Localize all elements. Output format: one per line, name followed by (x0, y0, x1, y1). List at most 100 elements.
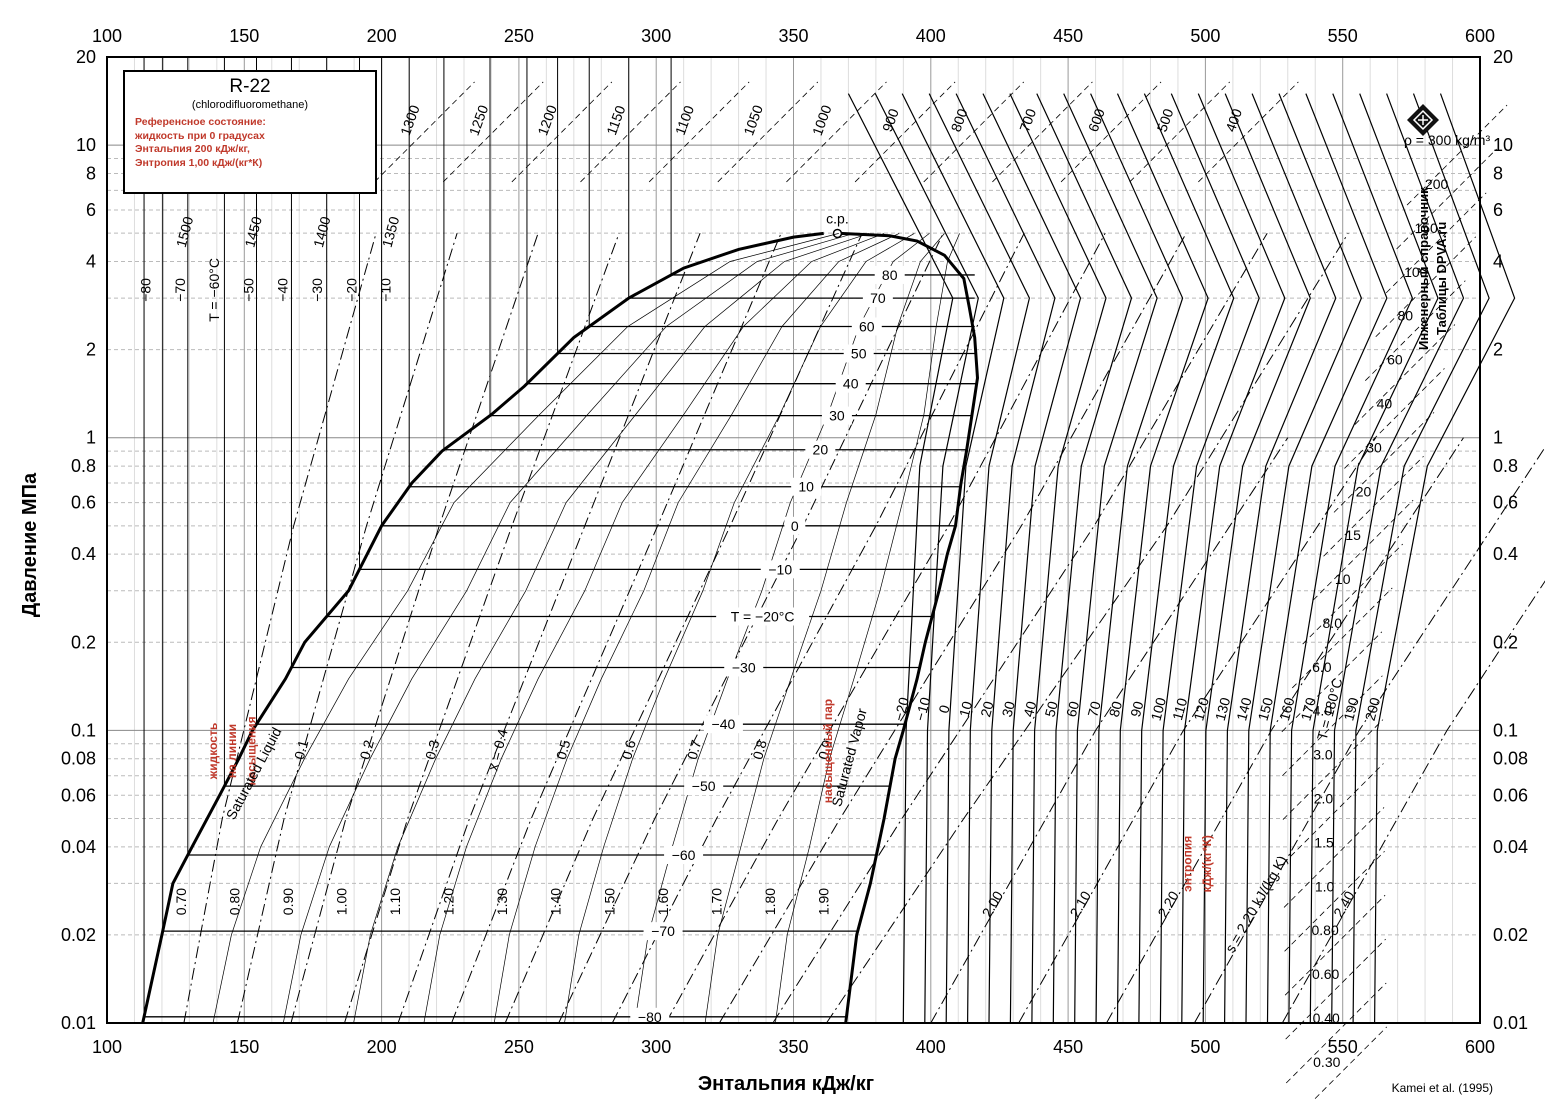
vapor-isotherm (901, 93, 1005, 1024)
isotherm-label: −60 (672, 847, 696, 863)
y-tick-label-left: 0.04 (61, 837, 96, 857)
density-label: 1100 (672, 103, 697, 137)
vapor-isotherm (1288, 93, 1414, 1024)
isochore (992, 81, 1093, 183)
vapor-isotherm (1374, 93, 1516, 1024)
y-tick-label-right: 8 (1493, 163, 1503, 183)
y-tick-label-left: 0.01 (61, 1013, 96, 1033)
density-label: 1300 (397, 103, 423, 138)
vapor-isotherm (1036, 93, 1133, 1024)
isotherm-label: 30 (829, 408, 845, 424)
isotherm-label: −10 (768, 561, 792, 577)
isotherm-label-bg (874, 265, 905, 284)
isotherm-label-bg (643, 922, 683, 941)
x-tick-label-bottom: 350 (778, 1037, 808, 1057)
entropy-label: 1.70 (708, 888, 724, 915)
isotherm-label-bg (821, 406, 852, 425)
x-axis-title: Энтальпия кДж/кг (698, 1073, 874, 1095)
entropy-ru-label: энтропия (1181, 836, 1195, 892)
vapor-isotherm (1159, 93, 1260, 1024)
vapor-isotherm (1009, 93, 1107, 1024)
isotherm-label: −40 (712, 716, 736, 732)
isochore (1323, 455, 1424, 557)
vapor-isotherm-label: 110 (1169, 696, 1190, 722)
entropy-label: 1.00 (334, 888, 350, 915)
y-axis-title: Давление МПа (19, 472, 41, 617)
isochore (1344, 368, 1445, 469)
isochore (1284, 894, 1386, 996)
ref-line: Референсное состояние: (135, 116, 266, 128)
density-label: 1250 (466, 103, 492, 138)
density-label: 80 (1398, 308, 1414, 324)
density-label: 4.0 (1313, 703, 1333, 719)
isotherm-label: 0 (791, 518, 799, 534)
quality-line (212, 233, 839, 1024)
y-tick-label-left: 2 (86, 340, 96, 360)
x-tick-label-bottom: 200 (367, 1037, 397, 1057)
isotherm-label: 40 (843, 376, 859, 392)
isotherm-label: T = −20°C (731, 608, 795, 624)
isochore (1385, 192, 1487, 294)
vapor-isotherm-label: 70 (1084, 699, 1104, 718)
vapor-ru-label: насыщенный пар (821, 699, 835, 803)
y-tick-label-right: 10 (1493, 135, 1513, 155)
entropy-label: 1.30 (494, 888, 510, 915)
isochore (1129, 81, 1230, 183)
y-tick-label-left: 6 (86, 200, 96, 220)
density-label: 1200 (534, 103, 560, 138)
y-tick-label-right: 0.8 (1493, 456, 1518, 476)
dpva-logo-icon (1407, 104, 1439, 136)
y-tick-label-left: 10 (76, 135, 96, 155)
isotherm-label: −30 (732, 659, 756, 675)
density-label: 2.0 (1314, 791, 1334, 807)
liquid-isotherm-label: −40 (275, 278, 291, 302)
y-tick-label-left: 0.6 (71, 493, 96, 513)
vapor-isotherm-label: 200 (1362, 696, 1384, 723)
quality-label: 0.1 (291, 738, 312, 761)
isentrope (397, 233, 701, 1024)
isochore (1291, 587, 1393, 689)
density-label: ρ = 300 kg/m³ (1404, 132, 1491, 148)
vapor-isotherm (1090, 93, 1184, 1024)
ref-line: Энтальпия 200 кДж/кг, (135, 143, 250, 155)
vapor-isotherm-label: 170 (1297, 696, 1319, 723)
side-text-line-2: Таблицы DPVA.ru (1434, 222, 1449, 335)
entropy-label-vapor: 2.00 (979, 888, 1007, 920)
density-label-liquid: 1500 (173, 215, 197, 249)
saturated-vapor-line (840, 231, 980, 1024)
y-tick-label-right: 0.04 (1493, 837, 1528, 857)
chart-subtitle: (chlorodifluoromethane) (191, 99, 309, 111)
liquid-ru-label: насыщения (244, 716, 258, 785)
vapor-isotherm (1352, 93, 1490, 1024)
y-tick-label-right: 4 (1493, 252, 1503, 272)
isentrope (451, 233, 782, 1024)
isochore (923, 81, 1025, 183)
axes: 1001001501502002002502503003003503504004… (61, 26, 1528, 1057)
y-tick-label-right: 6 (1493, 200, 1503, 220)
x-tick-label-top: 150 (229, 26, 259, 46)
density-label: 40 (1377, 395, 1393, 411)
vapor-isotherm-label: 190 (1340, 696, 1362, 723)
entropy-label: 1.40 (548, 888, 564, 915)
isotherm-label-bg (724, 658, 764, 677)
density-label-liquid: 1400 (310, 215, 334, 249)
vapor-isotherm-label: 130 (1212, 696, 1234, 723)
y-tick-label-right: 2 (1493, 340, 1503, 360)
isotherm-label-bg (664, 846, 704, 865)
vapor-isotherm (874, 93, 979, 1024)
reference-box: R-22 (chlorodifluoromethane) Референсное… (123, 70, 377, 194)
vapor-isotherm-label: 90 (1127, 699, 1147, 718)
y-tick-label-right: 0.1 (1493, 720, 1518, 740)
liquid-isotherm-label: −80 (137, 278, 153, 302)
x-tick-label-bottom: 150 (229, 1037, 259, 1057)
vapor-isotherm-label: 160 (1276, 696, 1298, 723)
x-tick-label-top: 450 (1053, 26, 1083, 46)
vapor-isotherm-label: 30 (999, 699, 1019, 718)
isochore (580, 81, 681, 183)
quality-label: x = 0.4 (484, 727, 510, 772)
density-label: 1000 (809, 103, 835, 138)
isotherm-label-bg (835, 374, 866, 393)
entropy-ru-label: кДж/(кг*К) (1200, 835, 1214, 892)
isotherm-label-bg (843, 344, 874, 363)
x-tick-label-top: 300 (641, 26, 671, 46)
